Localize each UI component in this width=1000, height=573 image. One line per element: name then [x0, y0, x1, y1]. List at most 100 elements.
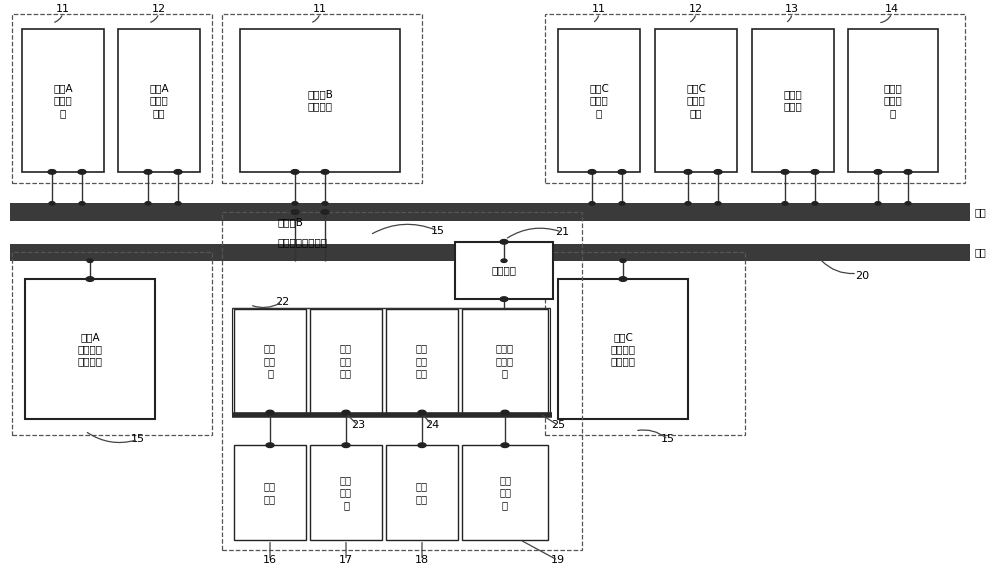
Circle shape [144, 170, 152, 174]
Circle shape [588, 170, 596, 174]
Bar [558, 29, 640, 172]
Circle shape [684, 170, 692, 174]
Text: 车站C
计算机
联锁: 车站C 计算机 联锁 [686, 83, 706, 117]
Circle shape [715, 202, 721, 205]
Circle shape [875, 202, 881, 205]
Circle shape [714, 170, 722, 174]
Bar [118, 29, 200, 172]
Circle shape [904, 170, 912, 174]
Bar [12, 14, 212, 183]
Circle shape [501, 410, 509, 415]
Bar [310, 309, 382, 413]
Bar [462, 445, 548, 540]
Text: 19: 19 [551, 555, 565, 566]
Text: 22: 22 [275, 297, 289, 307]
Circle shape [418, 410, 426, 415]
Text: 11: 11 [56, 3, 70, 14]
Text: 21: 21 [555, 227, 569, 237]
Circle shape [48, 170, 56, 174]
Bar [655, 29, 737, 172]
Circle shape [321, 170, 329, 174]
Text: 24: 24 [425, 420, 439, 430]
Circle shape [87, 259, 93, 262]
Circle shape [291, 210, 299, 214]
Text: 右网: 右网 [975, 247, 987, 257]
Circle shape [145, 202, 151, 205]
Text: 无线闭
塞中心: 无线闭 塞中心 [784, 89, 802, 112]
Text: 20: 20 [855, 271, 869, 281]
Text: 车站C
列控中
心: 车站C 列控中 心 [589, 83, 609, 117]
Text: 25: 25 [551, 420, 565, 430]
Bar [545, 252, 745, 435]
Circle shape [620, 259, 626, 262]
Bar [12, 252, 212, 435]
Circle shape [589, 202, 595, 205]
Text: 中继站B
列控中心: 中继站B 列控中心 [307, 89, 333, 112]
Text: 外部
继电
器: 外部 继电 器 [340, 475, 352, 510]
Circle shape [78, 170, 86, 174]
Text: 轨道
电路: 轨道 电路 [416, 481, 428, 504]
Circle shape [86, 277, 94, 281]
Bar [462, 309, 548, 413]
Bar [386, 445, 458, 540]
Text: 18: 18 [415, 555, 429, 566]
Circle shape [811, 170, 819, 174]
Bar [10, 203, 970, 221]
Circle shape [321, 210, 329, 214]
Circle shape [500, 240, 508, 244]
Text: 14: 14 [885, 3, 899, 14]
Text: 目标分散控制终端: 目标分散控制终端 [278, 237, 328, 247]
Text: 中继站B: 中继站B [278, 217, 304, 227]
Text: 11: 11 [592, 3, 606, 14]
Circle shape [781, 170, 789, 174]
Bar [752, 29, 834, 172]
Circle shape [501, 443, 509, 448]
Circle shape [619, 277, 627, 281]
Text: 驱动
采集
接口: 驱动 采集 接口 [340, 344, 352, 378]
Text: 12: 12 [689, 3, 703, 14]
Circle shape [291, 170, 299, 174]
Text: 有源
应答
器: 有源 应答 器 [499, 475, 511, 510]
Bar [222, 212, 582, 550]
Bar [848, 29, 938, 172]
Text: 控制主机: 控制主机 [492, 265, 516, 276]
Bar [232, 308, 550, 414]
Circle shape [79, 202, 85, 205]
Text: 16: 16 [263, 555, 277, 566]
Circle shape [342, 443, 350, 448]
Bar [386, 309, 458, 413]
Circle shape [501, 259, 507, 262]
Circle shape [322, 202, 328, 205]
Bar [222, 14, 422, 183]
Text: 车站A
目标分散
控制终端: 车站A 目标分散 控制终端 [78, 332, 103, 367]
Bar [234, 309, 306, 413]
Circle shape [812, 202, 818, 205]
Circle shape [685, 202, 691, 205]
Circle shape [418, 443, 426, 448]
Circle shape [874, 170, 882, 174]
Text: 11: 11 [313, 3, 327, 14]
Bar [310, 445, 382, 540]
Circle shape [266, 410, 274, 415]
Text: 15: 15 [661, 434, 675, 445]
Circle shape [175, 202, 181, 205]
Circle shape [905, 202, 911, 205]
Circle shape [266, 443, 274, 448]
Circle shape [49, 202, 55, 205]
Text: 13: 13 [785, 3, 799, 14]
Circle shape [782, 202, 788, 205]
Bar [25, 279, 155, 419]
Text: 15: 15 [131, 434, 145, 445]
Circle shape [292, 202, 298, 205]
Circle shape [342, 410, 350, 415]
Circle shape [174, 170, 182, 174]
Text: 辅助
维护
机: 辅助 维护 机 [264, 344, 276, 378]
Text: 15: 15 [431, 226, 445, 236]
Bar [234, 445, 306, 540]
Text: 23: 23 [351, 420, 365, 430]
Text: 集中
监测: 集中 监测 [264, 481, 276, 504]
Bar [22, 29, 104, 172]
Text: 临时限
速服务
器: 临时限 速服务 器 [884, 83, 902, 117]
Text: 轨道
电路
接口: 轨道 电路 接口 [416, 344, 428, 378]
Text: 车站A
计算机
联锁: 车站A 计算机 联锁 [149, 83, 169, 117]
